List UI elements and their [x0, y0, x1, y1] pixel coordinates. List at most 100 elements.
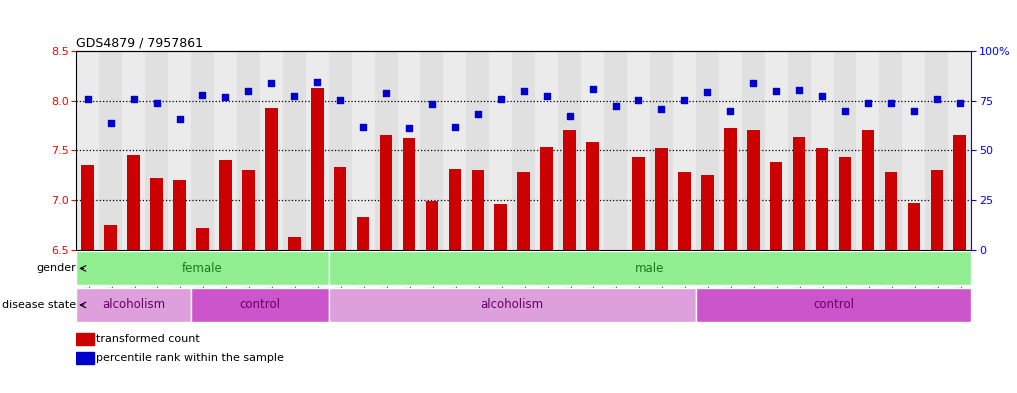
Bar: [540, 147, 553, 250]
Bar: [196, 228, 208, 250]
Point: [332, 97, 348, 103]
Bar: [701, 175, 714, 250]
Point: [172, 116, 188, 122]
Bar: [558, 51, 581, 250]
Bar: [765, 51, 787, 250]
Bar: [746, 130, 760, 250]
Text: gender: gender: [37, 263, 76, 274]
Point: [745, 80, 762, 86]
Bar: [650, 51, 673, 250]
Bar: [724, 129, 736, 250]
Bar: [696, 288, 971, 322]
Point: [539, 93, 555, 99]
Bar: [398, 51, 420, 250]
Point: [103, 119, 119, 126]
Bar: [604, 51, 627, 250]
Bar: [494, 204, 507, 250]
Point: [401, 125, 417, 132]
Point: [355, 124, 371, 130]
Point: [607, 103, 623, 109]
Bar: [403, 138, 415, 250]
Point: [814, 93, 830, 99]
Text: alcoholism: alcoholism: [102, 298, 165, 312]
Bar: [448, 169, 462, 250]
Bar: [839, 157, 851, 250]
Point: [768, 88, 784, 94]
Text: male: male: [636, 262, 665, 275]
Bar: [219, 160, 232, 250]
Bar: [793, 138, 805, 250]
Bar: [328, 252, 971, 285]
Bar: [76, 352, 95, 364]
Bar: [627, 51, 650, 250]
Point: [859, 99, 876, 106]
Bar: [105, 225, 117, 250]
Text: GDS4879 / 7957861: GDS4879 / 7957861: [76, 37, 203, 50]
Point: [722, 107, 738, 114]
Point: [286, 93, 302, 99]
Point: [837, 107, 853, 114]
Text: disease state: disease state: [2, 300, 76, 310]
Bar: [489, 51, 513, 250]
Text: percentile rank within the sample: percentile rank within the sample: [96, 353, 284, 363]
Bar: [902, 51, 925, 250]
Bar: [719, 51, 741, 250]
Bar: [678, 172, 691, 250]
Bar: [191, 51, 214, 250]
Bar: [885, 172, 897, 250]
Point: [585, 86, 601, 92]
Bar: [334, 167, 347, 250]
Point: [148, 99, 165, 106]
Point: [263, 80, 280, 86]
Bar: [288, 237, 301, 250]
Bar: [856, 51, 880, 250]
Bar: [122, 51, 145, 250]
Bar: [816, 148, 829, 250]
Point: [883, 99, 899, 106]
Bar: [242, 170, 254, 250]
Point: [446, 124, 463, 130]
Bar: [151, 178, 163, 250]
Bar: [311, 88, 323, 250]
Bar: [260, 51, 283, 250]
Bar: [518, 172, 530, 250]
Bar: [741, 51, 765, 250]
Text: transformed count: transformed count: [96, 334, 199, 344]
Bar: [328, 288, 696, 322]
Text: female: female: [182, 262, 223, 275]
Point: [378, 90, 395, 96]
Bar: [655, 148, 668, 250]
Bar: [379, 136, 393, 250]
Bar: [283, 51, 306, 250]
Bar: [633, 157, 645, 250]
Bar: [306, 51, 328, 250]
Point: [470, 110, 486, 117]
Bar: [787, 51, 811, 250]
Point: [240, 88, 256, 94]
Point: [791, 86, 807, 93]
Bar: [237, 51, 260, 250]
Bar: [168, 51, 191, 250]
Point: [676, 97, 693, 103]
Text: alcoholism: alcoholism: [481, 298, 544, 312]
Point: [516, 88, 532, 94]
Bar: [925, 51, 948, 250]
Point: [631, 97, 647, 103]
Bar: [328, 51, 352, 250]
Point: [700, 89, 716, 95]
Point: [424, 101, 440, 107]
Bar: [948, 51, 971, 250]
Bar: [696, 51, 719, 250]
Point: [492, 95, 508, 102]
Point: [79, 95, 96, 102]
Bar: [76, 51, 100, 250]
Bar: [81, 165, 94, 250]
Bar: [100, 51, 122, 250]
Bar: [770, 162, 782, 250]
Point: [125, 95, 141, 102]
Bar: [426, 201, 438, 250]
Bar: [265, 108, 278, 250]
Bar: [907, 203, 920, 250]
Bar: [374, 51, 398, 250]
Bar: [673, 51, 696, 250]
